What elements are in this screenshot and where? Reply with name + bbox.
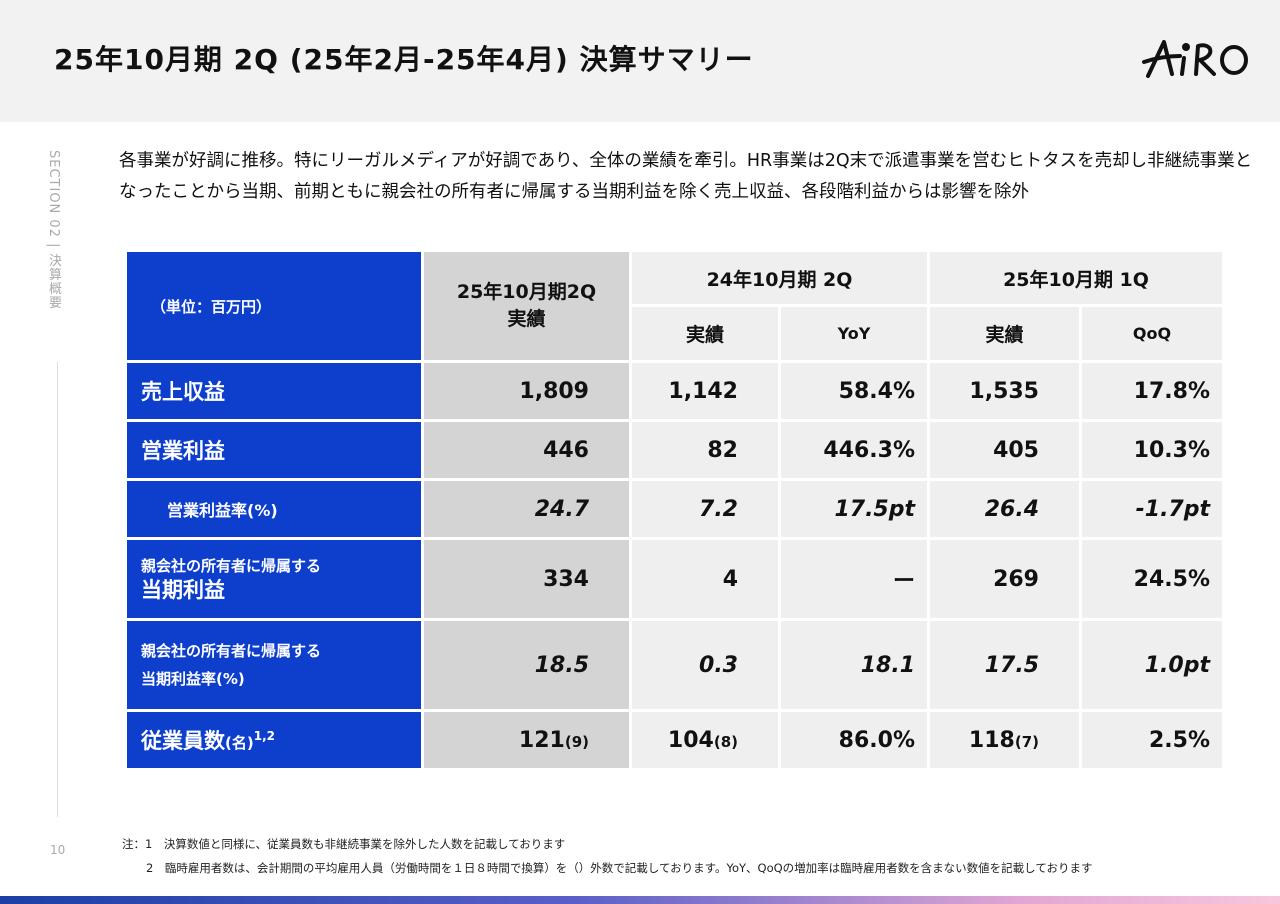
cell-employees-current: 121(9) [424,712,629,768]
cell-employees-qoq: 2.5% [1082,712,1222,768]
cell-revenue-q1: 1,535 [930,363,1079,419]
table-row: 親会社の所有者に帰属する 当期利益率(%) 18.5 0.3 18.1 17.5… [127,621,1222,709]
cell-revenue-prev: 1,142 [632,363,778,419]
sub-q1-actual: 実績 [930,307,1079,360]
cell-revenue-current: 1,809 [424,363,629,419]
cell-revenue-yoy: 58.4% [781,363,927,419]
row-label-revenue: 売上収益 [127,363,421,419]
summary-table: （単位：百万円） 25年10月期2Q 実績 24年10月期 2Q 25年10月期… [124,249,1225,771]
col-current-period: 25年10月期2Q [456,281,597,303]
cell-net-margin-q1: 17.5 [930,621,1079,709]
row-label-net-margin: 親会社の所有者に帰属する 当期利益率(%) [127,621,421,709]
cell-op-margin-qoq: -1.7pt [1082,481,1222,537]
side-divider [57,362,58,817]
employees-prev-value: 104 [667,727,714,753]
row-label-employees-text: 従業員数 [141,729,225,753]
cell-op-profit-yoy: 446.3% [781,422,927,478]
table-row: 営業利益率(%) 24.7 7.2 17.5pt 26.4 -1.7pt [127,481,1222,537]
row-label-op-margin: 営業利益率(%) [127,481,421,537]
cell-net-profit-yoy: ー [781,540,927,618]
cell-op-profit-current: 446 [424,422,629,478]
cell-net-margin-current: 18.5 [424,621,629,709]
footnote-1: 注：1 決算数値と同様に、従業員数も非継続事業を除外した人数を記載しております [122,837,566,851]
table-row: 従業員数(名)1,2 121(9) 104(8) 86.0% 118(7) 2.… [127,712,1222,768]
cell-op-margin-current: 24.7 [424,481,629,537]
unit-label: （単位：百万円） [127,252,421,360]
intro-text: 各事業が好調に推移。特にリーガルメディアが好調であり、全体の業績を牽引。HR事業… [119,151,1253,202]
group-prev-quarter: 25年10月期 1Q [930,252,1222,304]
row-label-op-profit: 営業利益 [127,422,421,478]
table-row: 営業利益 446 82 446.3% 405 10.3% [127,422,1222,478]
employees-prev-temp: (8) [713,732,738,751]
row-label-net-profit: 親会社の所有者に帰属する 当期利益 [127,540,421,618]
sub-prev-actual: 実績 [632,307,778,360]
col-current-header: 25年10月期2Q 実績 [424,252,629,360]
cell-net-profit-qoq: 24.5% [1082,540,1222,618]
page-number: 10 [50,843,66,857]
footnote-2: 2 臨時雇用者数は、会計期間の平均雇用人員（労働時間を１日８時間で換算）を（）外… [146,861,1093,875]
cell-employees-q1: 118(7) [930,712,1079,768]
cell-net-profit-current: 334 [424,540,629,618]
employees-q1-temp: (7) [1014,732,1039,751]
row-label-employees-unit: (名) [225,734,254,752]
cell-net-margin-prev: 0.3 [632,621,778,709]
bottom-gradient-bar [0,896,1280,904]
row-label-net-profit-line1: 親会社の所有者に帰属する [141,557,322,575]
cell-net-profit-q1: 269 [930,540,1079,618]
cell-op-profit-prev: 82 [632,422,778,478]
cell-net-margin-yoy: 18.1 [781,621,927,709]
footnotes: 注：1 決算数値と同様に、従業員数も非継続事業を除外した人数を記載しております … [122,832,1092,880]
cell-op-margin-q1: 26.4 [930,481,1079,537]
cell-net-profit-prev: 4 [632,540,778,618]
table-row: 売上収益 1,809 1,142 58.4% 1,535 17.8% [127,363,1222,419]
cell-employees-yoy: 86.0% [781,712,927,768]
cell-employees-prev: 104(8) [632,712,778,768]
table-row: 親会社の所有者に帰属する 当期利益 334 4 ー 269 24.5% [127,540,1222,618]
employees-current-temp: (9) [564,732,589,751]
employees-current-value: 121 [518,727,565,753]
row-label-net-margin-line1: 親会社の所有者に帰属する [141,642,322,660]
header-band: 25年10月期 2Q (25年2月-25年4月) 決算サマリー [0,0,1280,122]
col-current-actual: 実績 [507,308,546,330]
cell-op-profit-qoq: 10.3% [1082,422,1222,478]
cell-op-margin-yoy: 17.5pt [781,481,927,537]
employees-q1-value: 118 [968,727,1015,753]
section-label: SECTION 02 | 決算概要 [46,150,61,310]
group-prev-year: 24年10月期 2Q [632,252,927,304]
page-title: 25年10月期 2Q (25年2月-25年4月) 決算サマリー [54,43,754,76]
cell-net-margin-qoq: 1.0pt [1082,621,1222,709]
sub-yoy: YoY [781,307,927,360]
row-label-net-profit-line2: 当期利益 [141,578,225,602]
sub-qoq: QoQ [1082,307,1222,360]
cell-op-margin-prev: 7.2 [632,481,778,537]
row-label-net-margin-line2: 当期利益率(%) [141,670,245,688]
row-label-employees: 従業員数(名)1,2 [127,712,421,768]
cell-op-profit-q1: 405 [930,422,1079,478]
cell-revenue-qoq: 17.8% [1082,363,1222,419]
row-label-employees-note: 1,2 [253,729,275,743]
company-logo [1142,40,1248,78]
